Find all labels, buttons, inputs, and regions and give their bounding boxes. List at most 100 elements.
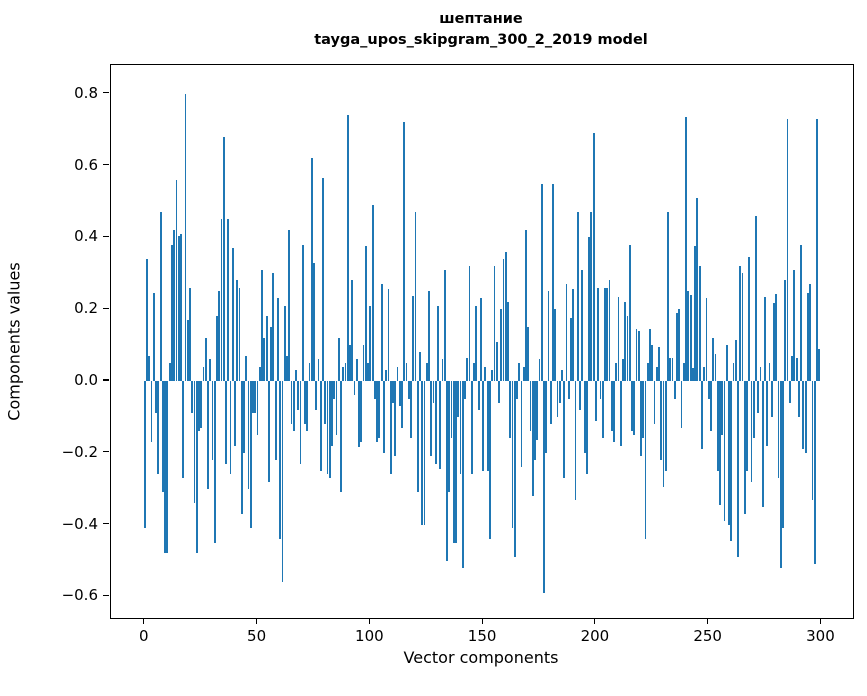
chart-bar [755, 215, 757, 381]
chart-bar [482, 381, 485, 471]
chart-bar [610, 381, 613, 432]
chart-bar [333, 381, 336, 399]
chart-bar [570, 318, 572, 381]
chart-bar [685, 117, 687, 381]
chart-bar [207, 381, 209, 489]
y-tick-mark [103, 523, 109, 525]
chart-bar [667, 212, 669, 381]
chart-bar [549, 381, 552, 425]
chart-bar [419, 352, 421, 381]
chart-bar [276, 298, 279, 381]
chart-bar [385, 370, 388, 381]
chart-bar [540, 183, 543, 381]
chart-bar [743, 381, 746, 514]
chart-bar [254, 381, 257, 414]
chart-bar [423, 381, 426, 525]
chart-bar [588, 237, 591, 381]
chart-bar [811, 381, 814, 500]
chart-bar [673, 381, 676, 399]
chart-bar [331, 381, 333, 446]
chart-bar [786, 118, 789, 381]
chart-bar [669, 357, 672, 381]
chart-title-block: шептание tayga_upos_skipgram_300_2_2019 … [110, 9, 852, 51]
chart-bar [455, 381, 457, 543]
y-tick-label: 0.4 [74, 227, 98, 246]
y-tick-mark [103, 92, 109, 94]
chart-bar [608, 280, 611, 381]
chart-bar [396, 366, 399, 381]
chart-bar [714, 354, 717, 381]
chart-bar [728, 381, 730, 525]
chart-bar [457, 381, 460, 417]
chart-bar [791, 355, 793, 381]
chart-bar [394, 381, 397, 457]
chart-bar [401, 381, 403, 428]
chart-bar [516, 381, 518, 399]
chart-bar [750, 381, 753, 482]
chart-bar [491, 370, 494, 381]
chart-bar [522, 366, 525, 381]
chart-bar [585, 381, 588, 475]
chart-bar [793, 269, 796, 381]
chart-bar [245, 355, 248, 381]
x-tick-mark [481, 618, 483, 624]
chart-bar [213, 381, 216, 543]
chart-bar [626, 316, 629, 381]
chart-bar [622, 359, 624, 381]
chart-bar [353, 381, 356, 396]
x-tick-label: 250 [693, 627, 722, 645]
chart-bar [283, 305, 286, 381]
chart-bar [547, 291, 550, 381]
x-tick-mark [594, 618, 596, 624]
chart-bar [265, 316, 268, 381]
chart-bar [382, 381, 385, 453]
chart-bar [646, 363, 649, 381]
chart-bar [509, 381, 512, 439]
chart-bar [195, 381, 198, 554]
chart-bar [288, 230, 291, 381]
chart-bar [290, 381, 293, 425]
chart-bar [450, 381, 453, 439]
chart-bar [229, 381, 232, 475]
chart-bar [766, 381, 769, 446]
y-tick-mark [103, 594, 109, 597]
chart-bar [464, 381, 466, 399]
chart-bar [592, 133, 595, 381]
chart-bar [441, 359, 444, 381]
chart-bar [304, 381, 306, 425]
chart-bar [795, 357, 798, 381]
chart-bar [468, 266, 471, 381]
chart-bar [800, 244, 803, 381]
y-tick-label: 0.8 [74, 83, 98, 102]
chart-bar [495, 341, 498, 381]
chart-bar [579, 381, 581, 410]
chart-bar [349, 345, 351, 381]
chart-bar [572, 289, 575, 381]
chart-bar [200, 381, 203, 428]
x-tick-label: 300 [806, 627, 835, 645]
chart-bar [371, 205, 374, 381]
chart-bar [649, 328, 651, 381]
chart-bar [619, 381, 622, 446]
chart-bar [189, 287, 191, 381]
chart-bar [270, 327, 273, 381]
chart-bar [615, 363, 618, 381]
chart-bar [369, 305, 372, 381]
chart-bar [531, 381, 534, 496]
chart-bar [301, 244, 304, 381]
chart-bar [240, 381, 243, 514]
chart-bar [428, 291, 430, 381]
chart-bar [655, 366, 658, 381]
chart-bar [581, 269, 584, 381]
chart-bar [631, 381, 633, 432]
chart-bar [759, 366, 762, 381]
chart-bar [446, 381, 448, 561]
chart-bar [346, 115, 349, 381]
chart-bar [567, 381, 570, 399]
chart-bar [267, 381, 270, 482]
chart-bar [437, 305, 439, 381]
chart-bar [534, 381, 536, 460]
chart-bar [554, 309, 557, 381]
chart-bar [218, 291, 221, 381]
chart-bar [719, 381, 721, 505]
